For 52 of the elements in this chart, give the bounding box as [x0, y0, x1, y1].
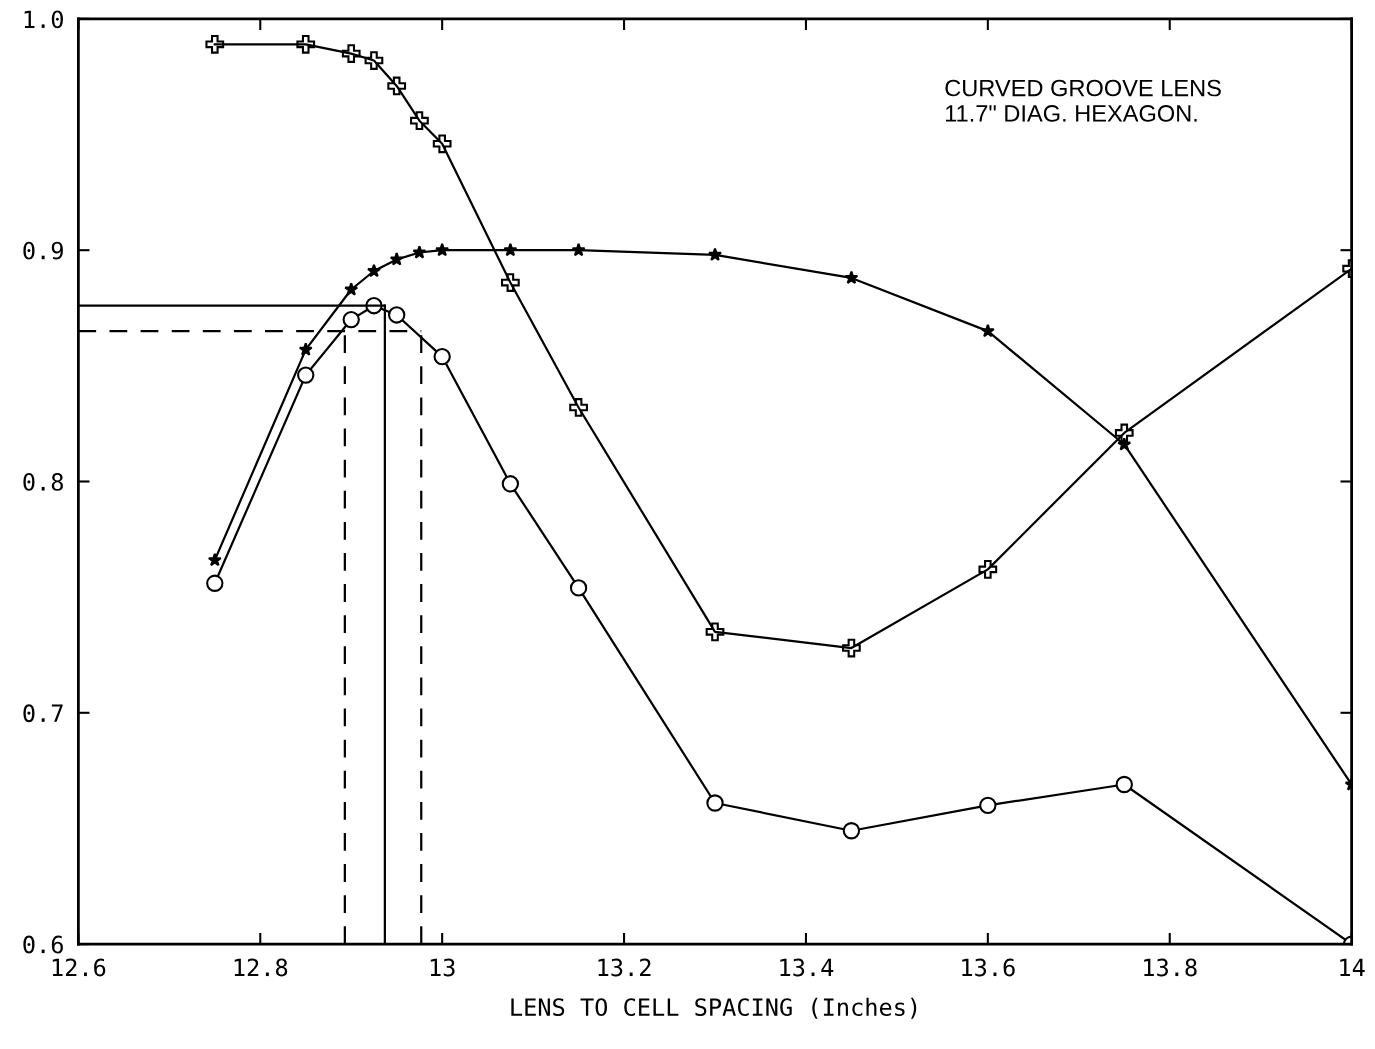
- y-tick-label: 1.0: [24, 10, 63, 29]
- point: [388, 306, 406, 324]
- y-tick-label: 0.6: [23, 935, 63, 954]
- x-tick-label: 14: [1340, 958, 1365, 977]
- x-tick-label: 13: [430, 958, 455, 977]
- point: [978, 560, 998, 579]
- point: [435, 242, 450, 257]
- point: [298, 342, 313, 356]
- y-tick-label: 0.8: [23, 473, 63, 491]
- point: [705, 622, 725, 642]
- point: [501, 273, 520, 292]
- point: [412, 245, 427, 259]
- point: [842, 638, 861, 658]
- point: [364, 51, 384, 70]
- point: [366, 263, 381, 278]
- point: [842, 822, 861, 840]
- point: [1117, 437, 1132, 451]
- point: [297, 366, 315, 384]
- x-tick-label: 13.4: [780, 958, 834, 977]
- point: [501, 475, 520, 493]
- point: [341, 44, 361, 63]
- x-axis-title: LENS TO CELL SPACING (Inches): [511, 997, 917, 1019]
- point: [387, 76, 407, 96]
- point: [207, 552, 222, 567]
- y-tick-label: 0.7: [23, 704, 63, 723]
- point: [979, 796, 997, 814]
- point: [389, 252, 404, 266]
- point: [571, 242, 586, 257]
- point: [503, 242, 518, 257]
- y-tick-label: 0.9: [23, 241, 63, 260]
- point: [569, 579, 588, 597]
- point: [206, 574, 224, 592]
- x-tick-label: 12.6: [52, 958, 106, 977]
- annotation: CURVED GROOVE LENS 11.7" DIAG. HEXAGON.: [945, 79, 1221, 122]
- point: [342, 310, 360, 329]
- point: [296, 34, 316, 54]
- point: [410, 111, 429, 131]
- point: [344, 282, 359, 296]
- point: [205, 34, 225, 54]
- point: [980, 323, 995, 338]
- point: [1114, 423, 1134, 443]
- x-tick-label: 13.8: [1144, 958, 1197, 977]
- x-tick-label: 13.2: [598, 958, 651, 977]
- x-tick-label: 12.8: [234, 958, 288, 977]
- point: [844, 270, 859, 285]
- point: [569, 398, 588, 417]
- point: [433, 347, 451, 366]
- point: [708, 247, 722, 261]
- point: [706, 794, 724, 812]
- point: [1115, 775, 1133, 794]
- point: [432, 134, 452, 154]
- x-tick-label: 13.6: [962, 958, 1015, 977]
